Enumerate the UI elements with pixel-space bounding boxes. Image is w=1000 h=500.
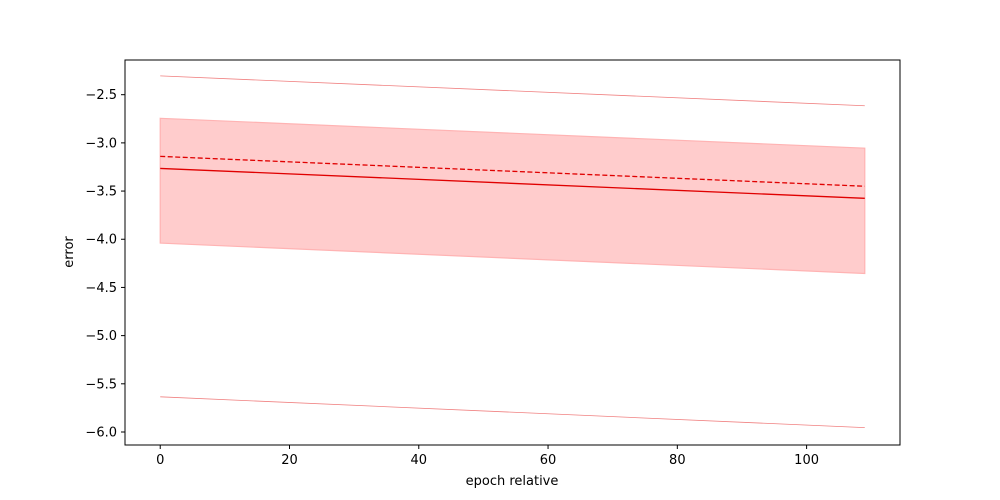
x-axis-label: epoch relative (466, 474, 559, 489)
x-tick-label: 20 (281, 453, 298, 468)
y-tick-label: −5.5 (85, 377, 117, 392)
y-tick-label: −3.5 (85, 185, 117, 200)
x-tick-label: 60 (540, 453, 557, 468)
x-tick-label: 0 (156, 453, 164, 468)
y-tick-label: −4.0 (85, 233, 117, 248)
series-median (160, 155, 865, 187)
x-axis: 0 20 40 60 80 100 (156, 445, 819, 468)
y-tick-label: −3.0 (85, 136, 117, 151)
x-tick-label: 100 (794, 453, 819, 468)
y-tick-label: −2.5 (85, 88, 117, 103)
plot-area (159, 75, 866, 429)
x-tick-label: 80 (669, 453, 686, 468)
x-tick-label: 40 (411, 453, 428, 468)
y-tick-label: −6.0 (85, 425, 117, 440)
y-tick-label: −4.5 (85, 281, 117, 296)
y-tick-label: −5.0 (85, 329, 117, 344)
series-mean (160, 167, 865, 199)
series-upper-extreme (160, 75, 865, 107)
series-lower-extreme (160, 396, 865, 429)
plot-frame (124, 59, 901, 446)
y-axis: −6.0 −5.5 −5.0 −4.5 −4.0 −3.5 −3.0 −2.5 (85, 88, 125, 440)
y-axis-label: error (62, 236, 77, 268)
series-band (159, 117, 866, 275)
